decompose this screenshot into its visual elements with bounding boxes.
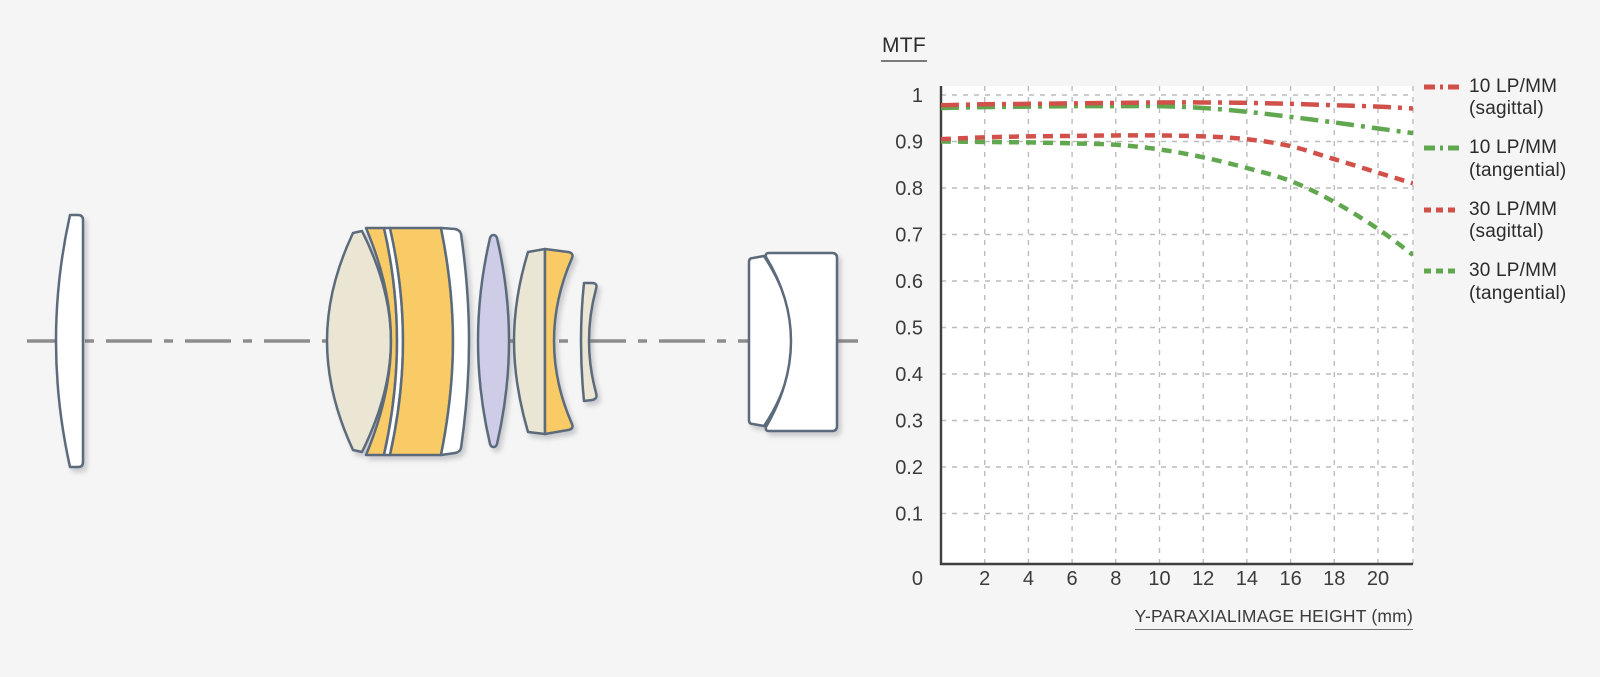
x-tick-label: 20 — [1367, 568, 1389, 590]
y-tick-label: 0.4 — [895, 364, 923, 386]
chart-legend: 10 LP/MM (sagittal) 10 LP/MM (tangential) 30… — [1424, 76, 1566, 305]
legend-item-2: 10 LP/MM (tangential) — [1424, 137, 1566, 181]
legend-item-3: 30 LP/MM (sagittal) — [1424, 199, 1566, 243]
y-tick-label: 0.7 — [895, 225, 923, 247]
x-tick-label: 6 — [1067, 568, 1078, 590]
lens-element-6 — [476, 233, 511, 449]
curve-30-lp-mm-tangential- — [941, 139, 1413, 257]
legend-swatch-dashed-icon — [1424, 268, 1460, 274]
chart-title: MTF — [881, 34, 928, 62]
lens-element-8 — [543, 247, 574, 436]
legend-swatch-dash-dot-icon — [1424, 145, 1460, 151]
legend-swatch-dash-dot-icon — [1424, 84, 1460, 90]
x-tick-label: 18 — [1323, 568, 1345, 590]
legend-item-1: 10 LP/MM (sagittal) — [1424, 76, 1566, 120]
lens-element-5 — [439, 226, 471, 457]
x-tick-label: 10 — [1148, 568, 1170, 590]
tick-labels: 0.10.20.30.40.50.60.70.80.912 4 6 8 10 12 14 16… — [895, 85, 1389, 590]
gridlines — [941, 86, 1414, 564]
legend-label: 30 LP/MM (sagittal) — [1469, 198, 1558, 243]
lens-element-11 — [764, 251, 839, 433]
y-tick-label: 0.1 — [895, 504, 923, 526]
legend-item-4: 30 LP/MM (tangential) — [1424, 260, 1566, 304]
lens-element-1 — [54, 213, 85, 469]
curve-10-lp-mm-tangential- — [941, 103, 1413, 136]
x-tick-label: 4 — [1023, 568, 1034, 590]
x-tick-label: 8 — [1110, 568, 1121, 590]
mtf-curves — [941, 100, 1413, 257]
legend-swatch-dashed-icon — [1424, 207, 1460, 213]
y-tick-label: 0.3 — [895, 411, 923, 433]
y-tick-label: 0.9 — [895, 132, 923, 154]
legend-label: 30 LP/MM (tangential) — [1469, 260, 1567, 304]
y-tick-label: 0.8 — [895, 178, 923, 200]
x-tick-label: 2 — [979, 568, 990, 590]
y-tick-label: 0.6 — [895, 271, 923, 293]
curve-10-lp-mm-sagittal- — [941, 100, 1413, 111]
lens-element-9 — [579, 281, 598, 403]
x-axis-label: Y-PARAXIALIMAGE HEIGHT (mm) — [1134, 606, 1413, 630]
origin-tick-label: 0 — [912, 568, 923, 590]
y-tick-label: 1 — [912, 85, 923, 107]
x-tick-label: 16 — [1279, 568, 1301, 590]
plot-area — [941, 86, 1413, 564]
legend-label: 10 LP/MM (sagittal) — [1469, 76, 1558, 120]
lens-construction-diagram — [27, 213, 858, 469]
y-tick-label: 0.5 — [895, 318, 923, 340]
curve-30-lp-mm-sagittal- — [941, 133, 1413, 186]
x-tick-label: 12 — [1192, 568, 1214, 590]
legend-label: 10 LP/MM (tangential) — [1469, 137, 1567, 181]
x-tick-label: 14 — [1236, 568, 1258, 590]
y-tick-label: 0.2 — [895, 457, 923, 479]
mtf-chart: 0.10.20.30.40.50.60.70.80.912 4 6 8 10 12 14 16… — [895, 85, 1414, 590]
lens-element-7 — [512, 247, 547, 436]
